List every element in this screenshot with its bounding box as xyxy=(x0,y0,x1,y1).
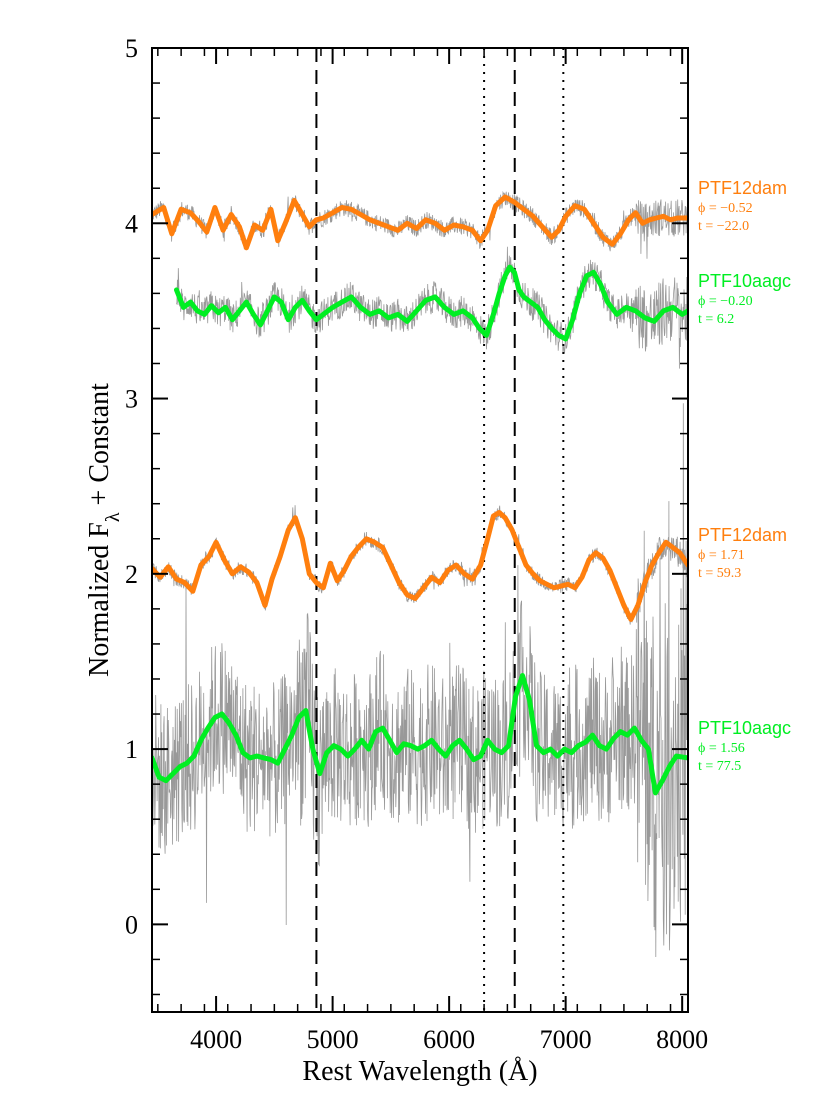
series-label-phase: ϕ = −0.20 xyxy=(698,294,753,309)
series-label-phase: ϕ = 1.56 xyxy=(698,741,745,756)
x-tick-label: 6000 xyxy=(423,1025,475,1054)
y-axis-title-main: Normalized F xyxy=(84,522,115,677)
series-line-3 xyxy=(152,510,688,622)
y-tick-label: 4 xyxy=(125,209,138,238)
series-line-4 xyxy=(152,673,688,796)
series-label-name: PTF10aagc xyxy=(698,271,791,291)
y-axis-title-subscript: λ xyxy=(102,512,124,522)
series-label-phase: ϕ = −0.52 xyxy=(698,201,753,216)
y-tick-label: 0 xyxy=(125,910,138,939)
x-tick-label: 5000 xyxy=(307,1025,359,1054)
series-line-1 xyxy=(152,194,688,251)
y-tick-label: 2 xyxy=(125,560,138,589)
series-label-name: PTF12dam xyxy=(698,525,787,545)
raw-spectrum-4 xyxy=(152,403,688,958)
smoothed-spectra-layer xyxy=(152,194,688,796)
y-tick-label: 5 xyxy=(125,34,138,63)
series-label-time: t = 59.3 xyxy=(698,566,741,581)
x-axis-title: Rest Wavelength (Å) xyxy=(302,1056,537,1087)
x-tick-label: 8000 xyxy=(656,1025,708,1054)
reference-lines-layer xyxy=(315,48,565,1012)
series-label-name: PTF12dam xyxy=(698,178,787,198)
y-tick-label: 3 xyxy=(125,385,138,414)
series-label-time: t = 77.5 xyxy=(698,759,741,774)
series-line-2 xyxy=(174,264,688,342)
y-axis-title-rest: + Constant xyxy=(84,383,115,513)
series-label-name: PTF10aagc xyxy=(698,718,791,738)
y-axis-title: Normalized Fλ + Constant xyxy=(84,383,124,677)
axis-ticks-layer: 4000 5000 6000 7000 8000 0 1 2 3 4 5 xyxy=(125,34,708,1054)
series-label-time: t = −22.0 xyxy=(698,219,749,234)
series-labels-layer: PTF12dam ϕ = −0.52 t = −22.0 PTF10aagc ϕ = −… xyxy=(698,178,791,774)
y-tick-label: 1 xyxy=(125,735,138,764)
x-tick-label: 7000 xyxy=(540,1025,592,1054)
series-label-time: t = 6.2 xyxy=(698,312,734,327)
series-label-phase: ϕ = 1.71 xyxy=(698,548,745,563)
x-tick-label: 4000 xyxy=(190,1025,242,1054)
plot-frame xyxy=(151,47,689,1013)
